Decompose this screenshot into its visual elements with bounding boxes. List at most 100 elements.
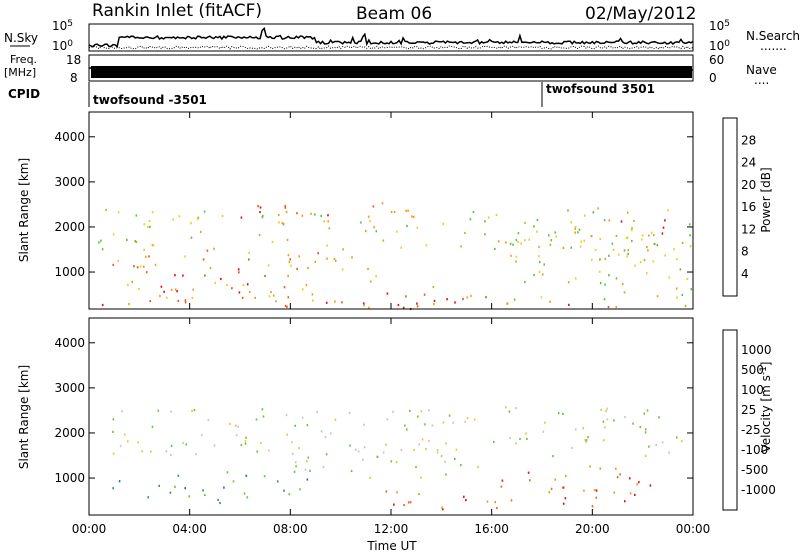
power-cell — [538, 255, 540, 258]
power-cell — [555, 235, 558, 238]
power-cell — [367, 267, 369, 270]
velocity-cell — [256, 450, 258, 453]
velocity-cell — [463, 495, 465, 498]
power-cell — [238, 271, 240, 274]
power-cell — [603, 219, 606, 222]
power-cell — [334, 259, 337, 262]
power-cell — [393, 210, 396, 214]
power-cell — [615, 305, 618, 308]
velocity-cell — [525, 432, 527, 435]
power-cell — [538, 270, 541, 273]
power-ytick-label: 3000 — [54, 175, 85, 189]
power-cell — [147, 225, 149, 229]
noise-tick-bottom-left: 100 — [52, 39, 73, 53]
velocity-cell — [286, 433, 288, 436]
velocity-cell — [544, 421, 546, 424]
power-cell — [641, 238, 643, 241]
velocity-cell — [582, 427, 584, 430]
velocity-cell — [441, 506, 443, 509]
velocity-cell — [299, 488, 301, 491]
velocity-cell — [550, 487, 553, 490]
power-cell — [160, 285, 163, 288]
velocity-cell — [385, 490, 388, 493]
cpid-segment-0: twofsound -3501 — [93, 93, 207, 107]
power-cell — [487, 216, 490, 219]
power-cell — [611, 242, 614, 245]
power-cell — [517, 232, 520, 235]
velocity-cell — [595, 496, 598, 499]
velocity-cell — [571, 446, 573, 449]
velocity-cell — [638, 481, 640, 484]
power-cell — [612, 248, 615, 251]
power-cell — [425, 244, 428, 247]
power-cell — [634, 264, 636, 267]
cpid-label: CPID — [8, 87, 40, 101]
velocity-cell — [418, 443, 420, 446]
velocity-cell — [121, 410, 123, 413]
time-tick-label: 20:00 — [575, 522, 610, 536]
power-cell — [400, 246, 402, 249]
velocity-cell — [628, 477, 631, 480]
velocity-cell — [655, 443, 657, 446]
power-cell — [298, 255, 300, 258]
power-cell — [190, 236, 193, 239]
velocity-cell — [177, 474, 180, 477]
power-cell — [320, 214, 322, 218]
power-cell — [578, 228, 581, 231]
velocity-ytick-label: 1000 — [54, 471, 85, 485]
velocity-cell — [661, 441, 664, 444]
power-cell — [627, 252, 629, 256]
velocity-cell — [595, 489, 598, 492]
velocity-cell — [202, 489, 204, 492]
power-cell — [397, 303, 400, 307]
velocity-cell — [477, 465, 479, 468]
power-cell — [549, 243, 552, 246]
power-cell — [594, 248, 597, 251]
velocity-cell — [632, 422, 634, 425]
power-cell — [673, 248, 675, 251]
power-cell — [351, 256, 353, 259]
power-cell — [646, 272, 648, 275]
power-cell — [513, 298, 516, 301]
power-cell — [317, 252, 319, 255]
velocity-cell — [554, 478, 556, 481]
velocity-cell — [473, 418, 476, 421]
power-cell — [495, 213, 498, 217]
power-cell — [328, 227, 331, 230]
power-cell — [567, 281, 570, 284]
power-cell — [497, 240, 500, 243]
velocity-cell — [223, 486, 225, 489]
velocity-panel: 1000 2000 3000 4000 Slant Range [km] 1000 50… — [17, 317, 776, 516]
power-cell — [241, 296, 244, 299]
velocity-cell — [357, 450, 360, 453]
power-ytick-label: 2000 — [54, 220, 85, 234]
power-cell — [369, 219, 371, 223]
power-cell — [590, 235, 593, 238]
power-cell — [574, 231, 576, 234]
velocity-cell — [585, 439, 588, 442]
velocity-cells — [112, 406, 683, 511]
power-cell — [688, 223, 691, 226]
velocity-cell — [204, 493, 206, 497]
power-cell — [538, 260, 541, 264]
power-cell — [570, 221, 572, 224]
power-cell — [154, 263, 157, 266]
power-cell — [615, 277, 618, 280]
power-cell — [138, 288, 140, 291]
power-cell — [597, 207, 599, 210]
power-cell — [646, 246, 648, 249]
velocity-cell — [583, 489, 585, 492]
power-cell — [282, 223, 285, 226]
power-cell — [248, 251, 250, 254]
velocity-cell — [413, 448, 415, 452]
velocity-cell — [245, 436, 247, 439]
velocity-cell — [285, 414, 288, 417]
power-cell — [626, 255, 628, 258]
power-cell — [249, 290, 251, 294]
velocity-cell — [648, 445, 650, 448]
power-cell — [648, 234, 650, 237]
velocity-cell — [188, 495, 191, 498]
power-cell — [238, 291, 241, 294]
power-cell — [626, 211, 629, 214]
velocity-cell — [112, 487, 114, 490]
